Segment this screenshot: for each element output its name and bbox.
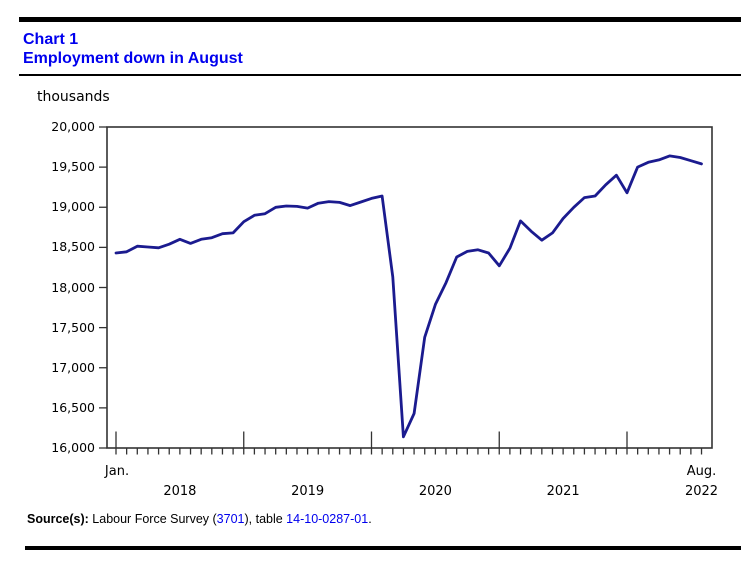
chart-title: Employment down in August	[23, 50, 243, 67]
y-axis-tick-label: 19,000	[51, 199, 95, 215]
x-axis-year-label: 2018	[163, 484, 197, 499]
employment-line	[114, 154, 703, 439]
source-text-1: Labour Force Survey (	[88, 512, 217, 526]
x-axis-year-label: 2019	[291, 484, 325, 499]
top-rule	[19, 17, 741, 22]
y-axis-unit-label: thousands	[37, 89, 110, 105]
y-axis-tick-label: 20,000	[51, 119, 95, 134]
x-axis-first-month-label: Jan.	[104, 464, 130, 479]
y-axis-tick-label: 18,000	[51, 279, 95, 295]
plot-border	[106, 126, 713, 449]
y-axis-tick-label: 18,500	[51, 239, 95, 255]
y-axis-tick-label: 17,000	[51, 359, 95, 375]
title-rule	[19, 74, 741, 76]
y-axis-tick-label: 16,500	[51, 399, 95, 415]
bottom-rule	[25, 546, 741, 550]
source-link-survey-number[interactable]: 3701	[216, 512, 245, 526]
x-axis-year-label: 2021	[546, 484, 580, 499]
x-axis-year-label: 2022	[684, 484, 719, 499]
y-axis-tick-label: 16,000	[51, 440, 95, 455]
y-axis-labels: 20,000 19,500 19,000 18,500 18,000 17,500 17,0…	[28, 0, 95, 567]
x-axis-last-month-label: Aug.	[686, 464, 717, 479]
source-text-3: .	[368, 512, 372, 526]
source-link-table-number[interactable]: 14-10-0287-01	[286, 512, 369, 526]
source-text-2: ), table	[244, 512, 287, 526]
source-line: Source(s): Labour Force Survey (3701), t…	[27, 512, 372, 526]
chart-number-label: Chart 1	[23, 31, 79, 48]
y-axis-tick-label: 17,500	[51, 319, 95, 335]
x-axis-year-label: 2020	[418, 484, 452, 499]
source-prefix: Source(s):	[27, 512, 89, 526]
y-axis-tick-label: 19,500	[51, 159, 95, 175]
